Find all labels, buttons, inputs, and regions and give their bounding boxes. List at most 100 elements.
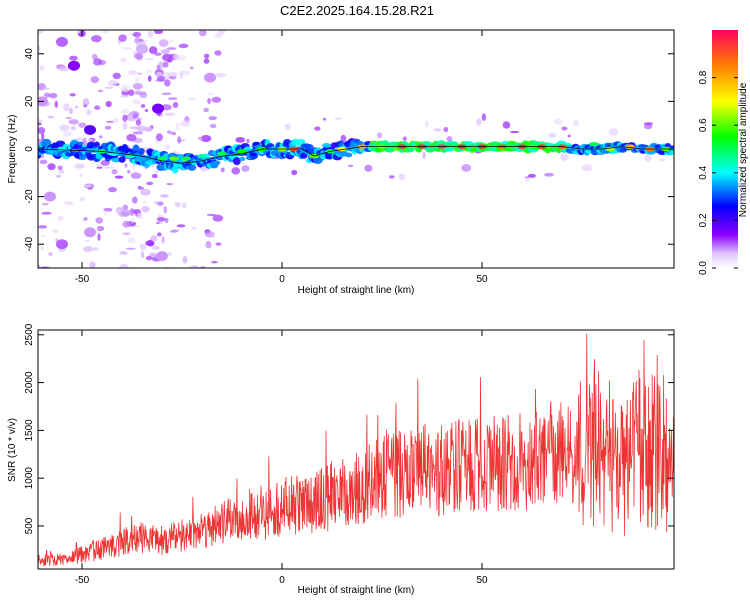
noise-blob: [127, 70, 139, 75]
noise-blob: [129, 32, 134, 37]
noise-blob: [132, 162, 136, 171]
noise-blob: [131, 217, 135, 224]
spectral-peak: [156, 251, 168, 262]
figure-title: C2E2.2025.164.15.28.R21: [280, 3, 434, 18]
noise-blob: [422, 151, 426, 159]
noise-blob: [200, 134, 212, 143]
spectrogram-frame: [37, 29, 675, 269]
band-cell: [669, 149, 674, 155]
noise-blob: [476, 118, 482, 127]
noise-blob: [128, 89, 135, 96]
spectral-peak: [56, 36, 68, 47]
spectral-peak: [181, 156, 191, 161]
noise-blob: [95, 217, 104, 224]
noise-blob: [160, 194, 169, 198]
spectrogram-panel: -50 0 50 -40 -20 0 20 40 Height of straight lin…: [7, 29, 675, 296]
snr-y-axis-label: SNR (10 * v/v): [7, 418, 18, 482]
noise-blob: [189, 265, 199, 268]
noise-blob: [57, 165, 63, 171]
noise-blob: [41, 202, 49, 206]
y-tick-label: 1500: [24, 419, 35, 442]
noise-blob: [182, 255, 188, 264]
noise-blob: [143, 39, 148, 43]
noise-blob: [79, 173, 83, 177]
noise-blob: [208, 116, 217, 121]
noise-blob: [167, 251, 172, 257]
x-tick-label: 50: [476, 274, 488, 285]
noise-blob: [112, 118, 119, 123]
noise-blob: [43, 92, 51, 98]
noise-blob: [104, 86, 114, 89]
noise-blob: [167, 59, 173, 63]
spectral-peak: [57, 146, 67, 152]
noise-blob: [38, 122, 42, 126]
noise-blob: [136, 125, 147, 132]
noise-blob: [146, 69, 152, 73]
noise-blob: [163, 206, 167, 214]
noise-blob: [93, 58, 102, 66]
noise-blob: [122, 220, 131, 228]
noise-blob: [561, 126, 568, 131]
noise-blob: [172, 101, 179, 108]
noise-blob: [121, 209, 131, 217]
noise-blob: [102, 30, 109, 34]
noise-blob: [214, 50, 222, 56]
noise-blob: [187, 97, 197, 101]
noise-blob: [211, 234, 215, 238]
noise-blob: [83, 217, 88, 221]
spectral-peak: [157, 156, 167, 161]
noise-blob: [348, 164, 354, 168]
noise-blob: [567, 134, 572, 138]
noise-blob: [207, 98, 211, 105]
x-tick-label: -50: [75, 274, 90, 285]
y-tick-label: 500: [24, 517, 35, 534]
noise-blob: [644, 154, 652, 162]
colorbar-gradient: [712, 30, 738, 268]
noise-blob: [203, 107, 209, 113]
noise-blob: [75, 137, 85, 141]
noise-blob: [40, 245, 44, 252]
noise-blob: [69, 55, 78, 61]
colorbar-tick-label: 0.4: [698, 165, 709, 179]
noise-blob: [573, 119, 579, 126]
noise-blob: [135, 76, 140, 83]
noise-blob: [139, 243, 147, 251]
band-cell: [239, 156, 246, 162]
noise-blob: [86, 109, 92, 116]
noise-blob: [64, 201, 74, 206]
noise-blob: [167, 97, 178, 101]
y-tick-label: -20: [24, 189, 35, 204]
noise-blob: [52, 229, 59, 234]
noise-blob: [74, 163, 85, 169]
noise-blob: [96, 166, 103, 169]
noise-blob: [177, 136, 181, 144]
noise-blob: [75, 105, 79, 109]
noise-blob: [41, 87, 51, 90]
noise-blob: [548, 132, 557, 138]
noise-blob: [402, 136, 407, 142]
noise-blob: [207, 93, 215, 96]
band-cell: [76, 141, 84, 146]
noise-blob: [398, 173, 406, 181]
spectral-peak: [152, 103, 164, 114]
noise-blob: [140, 251, 145, 259]
noise-blob: [122, 232, 131, 236]
noise-blob: [97, 89, 104, 93]
noise-blob: [70, 126, 76, 131]
noise-blob: [62, 103, 70, 112]
spectral-peak: [56, 239, 68, 250]
noise-blob: [161, 92, 172, 95]
band-cell: [321, 143, 331, 148]
spectral-peak: [68, 60, 80, 71]
noise-blob: [155, 72, 163, 77]
noise-blob: [135, 119, 142, 126]
noise-blob: [153, 201, 158, 205]
colorbar-tick-label: 0.6: [698, 118, 709, 132]
noise-blob: [364, 164, 373, 172]
noise-blob: [142, 201, 148, 204]
noise-blob: [108, 80, 118, 87]
noise-blob: [39, 64, 45, 71]
x-tick-label: 50: [476, 575, 488, 586]
noise-blob: [38, 225, 48, 229]
